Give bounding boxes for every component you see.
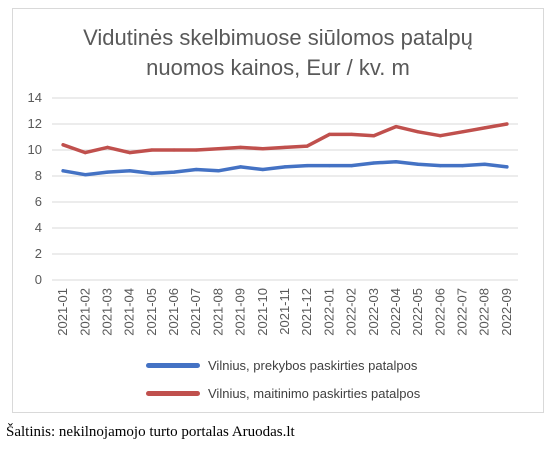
x-tick-label: 2021-04 [122,288,137,336]
series-0-point [261,167,265,172]
series-1-point [283,145,287,149]
series-0-point [327,164,331,168]
series-1-point [105,145,110,149]
series-1-point [349,132,354,136]
x-tick-label: 2022-03 [366,288,381,336]
x-tick-label: 2022-06 [432,288,447,336]
x-tick-label: 2021-06 [166,288,181,336]
series-1-point [261,147,265,151]
series-1-point [172,148,176,152]
legend-label-maitinimo: Vilnius, maitinimo paskirties patalpos [208,385,421,401]
series-1-point [505,122,509,126]
x-tick-label: 2022-02 [344,288,359,336]
y-tick-label: 12 [28,116,42,131]
series-1-point [416,130,420,134]
legend-swatch-maitinimo [146,390,200,396]
series-1-point [216,147,221,151]
x-tick-label: 2022-05 [410,288,425,336]
series-0-point [372,161,376,165]
series-0-point [460,164,465,168]
x-tick-label: 2021-02 [77,288,92,336]
series-1-point [394,125,398,129]
series-1-point [460,130,465,134]
series-1-point [327,132,331,136]
legend-item-prekybos: Vilnius, prekybos paskirties patalpos [146,355,417,375]
x-tick-label: 2021-03 [99,288,114,336]
y-tick-label: 4 [35,220,42,235]
series-0-point [105,170,110,174]
series-1-point [150,148,154,152]
series-0-point [483,162,487,166]
legend-item-maitinimo: Vilnius, maitinimo paskirties patalpos [146,383,420,403]
source-note: Šaltinis: nekilnojamojo turto portalas A… [6,424,295,440]
chart-frame [12,8,544,413]
y-tick-label: 6 [35,194,42,209]
series-0-point [216,169,221,173]
x-tick-label: 2021-10 [255,288,270,336]
x-tick-label: 2021-09 [233,288,248,336]
legend-label-prekybos: Vilnius, prekybos paskirties patalpos [208,357,418,373]
x-tick-label: 2021-11 [277,288,292,335]
series-1-point [372,134,376,138]
y-tick-label: 8 [35,168,42,183]
chart-title-line-1: Vidutinės skelbimuose siūlomos patalpų [83,25,473,50]
series-0-point [349,164,354,168]
y-tick-label: 10 [28,142,42,157]
series-0-point [172,170,176,174]
series-0-point [505,165,509,169]
y-tick-label: 14 [28,90,42,105]
x-tick-label: 2021-07 [188,288,203,336]
series-1-point [128,151,132,155]
series-0-point [61,169,65,173]
x-tick-label: 2022-08 [477,288,492,336]
y-tick-label: 0 [35,272,42,287]
y-tick-label: 2 [35,246,42,261]
legend-swatch-prekybos [146,362,200,368]
x-tick-label: 2021-12 [299,288,314,336]
series-1-point [83,151,87,155]
series-1-point [438,134,442,138]
series-0-point [305,164,309,168]
x-tick-label: 2021-01 [55,288,70,336]
x-tick-label: 2022-07 [455,288,470,336]
series-0-point [194,167,198,172]
x-tick-label: 2022-04 [388,288,403,336]
series-0-point [416,162,420,166]
series-0-point [283,165,287,169]
series-0-point [128,169,132,173]
series-1-point [61,143,65,147]
chart-title-line-2: nuomos kainos, Eur / kv. m [146,55,410,80]
series-0-point [83,173,87,177]
series-1-point [239,145,243,149]
series-1-point [194,148,198,152]
series-1-point [305,144,309,148]
series-0-point [239,165,243,169]
series-1-point [483,126,487,130]
x-tick-label: 2022-09 [499,288,514,336]
x-tick-label: 2022-01 [321,288,336,336]
series-0-point [438,164,442,168]
x-tick-label: 2021-08 [210,288,225,336]
x-tick-label: 2021-05 [144,288,159,336]
series-0-point [150,171,154,175]
series-0-point [394,160,398,164]
